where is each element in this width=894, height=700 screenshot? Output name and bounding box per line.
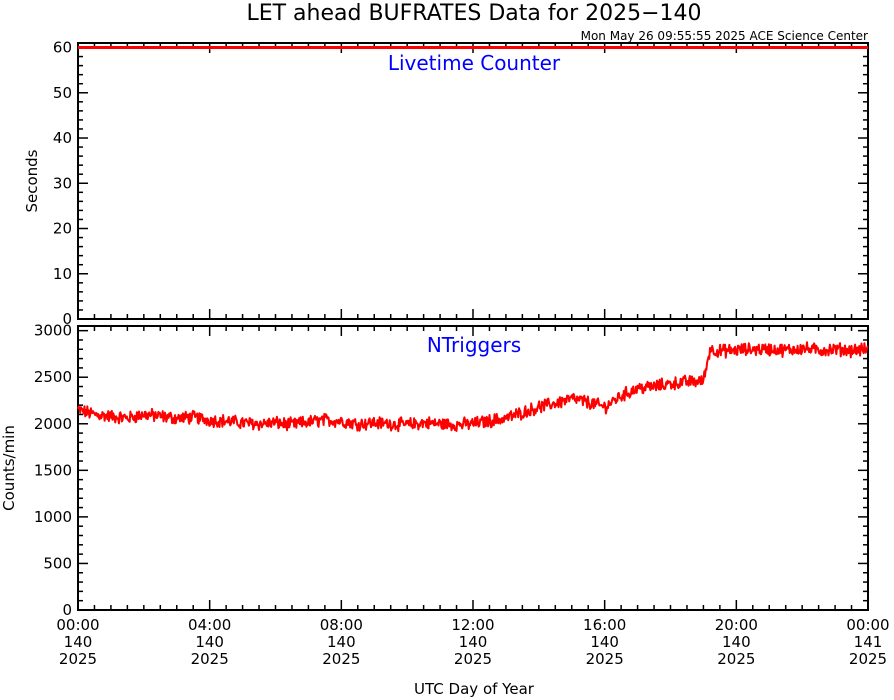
- x-tick-label-doy: 140: [722, 633, 751, 651]
- ntriggers-series-line: [77, 341, 869, 433]
- y-tick-label: 20: [53, 220, 72, 238]
- y-tick-label: 0: [62, 601, 72, 619]
- timestamp-label: Mon May 26 09:55:55 2025 ACE Science Cen…: [581, 29, 868, 43]
- x-tick-label-hh: 00:00: [56, 616, 99, 634]
- x-tick-label-hh: 12:00: [451, 616, 494, 634]
- x-tick-label-hh: 00:00: [846, 616, 889, 634]
- x-tick-label-hh: 04:00: [188, 616, 231, 634]
- x-axis: 00:00140202504:00140202508:00140202512:0…: [56, 616, 889, 668]
- x-tick-label-year: 2025: [586, 650, 624, 668]
- chart-title: LET ahead BUFRATES Data for 2025−140: [246, 1, 701, 26]
- livetime-label: Livetime Counter: [388, 51, 561, 75]
- x-tick-label-hh: 16:00: [583, 616, 626, 634]
- x-tick-label-hh: 08:00: [320, 616, 363, 634]
- x-tick-label-doy: 140: [590, 633, 619, 651]
- y-axis-title: Seconds: [23, 149, 41, 212]
- x-axis-title: UTC Day of Year: [414, 680, 535, 698]
- x-tick-label-doy: 140: [195, 633, 224, 651]
- x-tick-label-year: 2025: [717, 650, 755, 668]
- livetime-panel: 0 10 20 30 40 50 60 Seconds Livetime Counter: [23, 39, 869, 328]
- y-tick-label: 40: [53, 129, 72, 147]
- y-tick-label: 1500: [34, 461, 72, 479]
- y-tick-label: 3000: [34, 322, 72, 340]
- x-tick-label-doy: 140: [327, 633, 356, 651]
- y-tick-label: 1000: [34, 508, 72, 526]
- x-tick-label-doy: 140: [459, 633, 488, 651]
- ntriggers-panel: 0 500 1000 1500 2000 2500 3000 Counts/min NTrigg…: [0, 322, 869, 619]
- y-tick-label: 2000: [34, 415, 72, 433]
- y-axis-title: Counts/min: [0, 425, 18, 511]
- x-tick-label-doy: 140: [64, 633, 93, 651]
- x-tick-label-year: 2025: [59, 650, 97, 668]
- y-tick-label: 60: [53, 39, 72, 57]
- x-tick-label-year: 2025: [849, 650, 887, 668]
- plot-frame: [77, 42, 869, 320]
- y-tick-label: 0: [62, 310, 72, 328]
- x-tick-label-hh: 20:00: [715, 616, 758, 634]
- y-tick-label: 2500: [34, 368, 72, 386]
- x-tick-label-year: 2025: [191, 650, 229, 668]
- ntriggers-label: NTriggers: [427, 333, 521, 357]
- y-tick-label: 30: [53, 174, 72, 192]
- x-tick-label-year: 2025: [454, 650, 492, 668]
- y-tick-label: 10: [53, 265, 72, 283]
- x-tick-label-doy: 141: [854, 633, 883, 651]
- x-tick-label-year: 2025: [322, 650, 360, 668]
- y-tick-label: 50: [53, 84, 72, 102]
- plot-frame: [77, 325, 869, 611]
- y-tick-label: 500: [43, 554, 72, 572]
